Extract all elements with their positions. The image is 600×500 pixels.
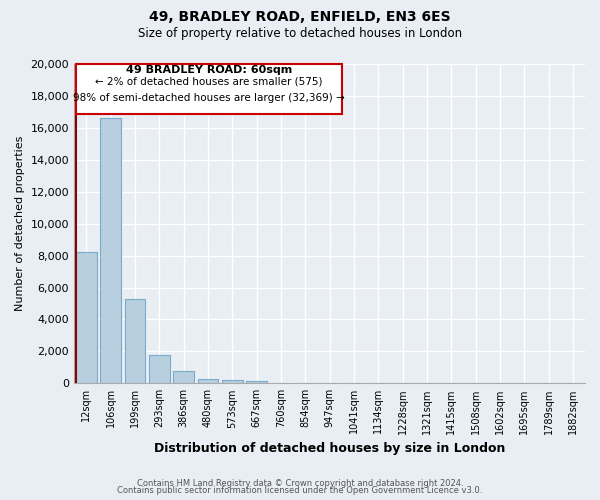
Text: 49, BRADLEY ROAD, ENFIELD, EN3 6ES: 49, BRADLEY ROAD, ENFIELD, EN3 6ES [149, 10, 451, 24]
Y-axis label: Number of detached properties: Number of detached properties [15, 136, 25, 312]
Bar [149, 354, 170, 384]
Bar [76, 64, 341, 114]
X-axis label: Distribution of detached houses by size in London: Distribution of detached houses by size … [154, 442, 505, 455]
Bar [76, 252, 97, 384]
Bar [197, 378, 218, 384]
Bar [222, 380, 242, 384]
Text: ← 2% of detached houses are smaller (575): ← 2% of detached houses are smaller (575… [95, 76, 323, 86]
Text: Contains public sector information licensed under the Open Government Licence v3: Contains public sector information licen… [118, 486, 482, 495]
Text: Contains HM Land Registry data © Crown copyright and database right 2024.: Contains HM Land Registry data © Crown c… [137, 478, 463, 488]
Text: 49 BRADLEY ROAD: 60sqm: 49 BRADLEY ROAD: 60sqm [126, 66, 292, 76]
Bar [100, 118, 121, 384]
Bar [246, 381, 267, 384]
Text: 98% of semi-detached houses are larger (32,369) →: 98% of semi-detached houses are larger (… [73, 92, 345, 102]
Text: Size of property relative to detached houses in London: Size of property relative to detached ho… [138, 28, 462, 40]
Bar [173, 372, 194, 384]
Bar [125, 298, 145, 384]
